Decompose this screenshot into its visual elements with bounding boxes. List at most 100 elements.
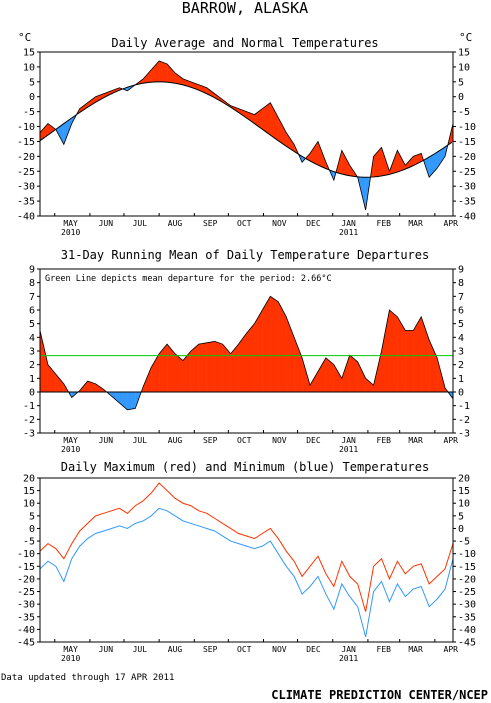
departure-area [206, 341, 215, 393]
month-label: JAN [341, 645, 356, 654]
y-tick-label-right: -25 [458, 167, 476, 178]
y-tick-label-right: -20 [458, 574, 476, 585]
month-label: MAY [63, 436, 78, 445]
month-label: AUG [168, 645, 183, 654]
departure-area [381, 309, 390, 393]
departure-area [55, 373, 64, 393]
y-tick-label-right: -35 [458, 612, 476, 623]
figure-title: BARROW, ALASKA [182, 0, 308, 17]
departure-area [341, 355, 350, 393]
departure-area [198, 342, 207, 393]
y-tick-label-right: -10 [458, 122, 476, 133]
year-label: 2010 [61, 228, 80, 237]
y-tick-label-right: 3 [458, 347, 464, 358]
y-tick-label-left: -20 [17, 574, 35, 585]
y-tick-label-left: -25 [17, 167, 35, 178]
month-label: JUN [99, 436, 114, 445]
departure-area [158, 60, 168, 83]
y-tick-label-right: -45 [458, 638, 476, 649]
y-tick-label-right: -35 [458, 197, 476, 208]
y-tick-label-left: 0 [29, 92, 35, 103]
y-tick-label-right: 1 [458, 374, 464, 385]
year-label: 2011 [339, 445, 358, 454]
departure-area [397, 150, 406, 173]
y-tick-label-right: -30 [458, 182, 476, 193]
y-tick-label-right: 0 [458, 388, 464, 399]
month-label: JUN [99, 219, 114, 228]
y-tick-label-left: -45 [17, 638, 35, 649]
unit-label-right: °C [459, 31, 472, 44]
y-tick-label-left: -25 [17, 587, 35, 598]
month-label: MAR [408, 219, 423, 228]
departure-area [47, 123, 56, 136]
month-label: MAY [63, 645, 78, 654]
panel-daily-average: 15 15 10 10 5 5 0 0 -5 -5 -10 -10 -15 -15 -20 -20 -25 -25… [17, 31, 476, 237]
year-label: 2011 [339, 228, 358, 237]
year-label: 2010 [61, 654, 80, 663]
y-tick-label-left: 5 [29, 77, 35, 88]
y-tick-label-left: -5 [23, 107, 35, 118]
month-label: AUG [168, 436, 183, 445]
month-label: MAY [63, 219, 78, 228]
y-tick-label-left: 10 [23, 62, 35, 73]
y-tick-label-right: -10 [458, 549, 476, 560]
departure-area [429, 340, 438, 393]
year-label: 2011 [339, 654, 358, 663]
y-tick-label-left: 0 [29, 524, 35, 535]
month-label: MAR [408, 645, 423, 654]
y-tick-label-right: 15 [458, 486, 470, 497]
year-label: 2010 [61, 445, 80, 454]
departure-area [127, 391, 136, 410]
y-tick-label-right: -25 [458, 587, 476, 598]
departure-area [214, 341, 223, 393]
y-tick-label-left: 2 [29, 360, 35, 371]
departure-area [305, 153, 311, 161]
y-tick-label-left: -5 [23, 537, 35, 548]
departure-area [317, 357, 327, 393]
y-tick-label-right: -30 [458, 600, 476, 611]
y-tick-label-right: -1 [458, 401, 470, 412]
departure-area [151, 60, 160, 83]
y-tick-label-left: 8 [29, 278, 35, 289]
month-label: OCT [237, 436, 252, 445]
y-tick-label-left: -15 [17, 137, 35, 148]
y-tick-label-left: -40 [17, 212, 35, 223]
month-label: JUL [133, 219, 148, 228]
month-label: APR [444, 436, 459, 445]
y-tick-label-left: 15 [23, 486, 35, 497]
y-tick-label-left: -10 [17, 549, 35, 560]
y-tick-label-right: 20 [458, 474, 470, 485]
month-label: FEB [377, 436, 392, 445]
daily-average-line [39, 60, 454, 211]
y-tick-label-left: -20 [17, 152, 35, 163]
panel-title: 31-Day Running Mean of Daily Temperature… [61, 248, 429, 262]
y-tick-label-left: -35 [17, 612, 35, 623]
y-tick-label-right: 9 [458, 265, 464, 276]
y-tick-label-left: 9 [29, 265, 35, 276]
month-label: SEP [203, 219, 218, 228]
month-label: JUN [99, 645, 114, 654]
y-tick-label-right: 5 [458, 319, 464, 330]
y-tick-label-right: -15 [458, 562, 476, 573]
y-tick-label-right: -40 [458, 625, 476, 636]
month-label: JAN [341, 219, 356, 228]
y-tick-label-left: 1 [29, 374, 35, 385]
month-label: JAN [341, 436, 356, 445]
plot-frame [39, 477, 454, 643]
y-tick-label-left: 0 [29, 388, 35, 399]
departure-area [365, 378, 374, 393]
month-label: SEP [203, 436, 218, 445]
y-tick-label-left: 10 [23, 499, 35, 510]
y-tick-label-left: -10 [17, 122, 35, 133]
departure-area [143, 69, 152, 84]
month-label: JUL [133, 436, 148, 445]
y-tick-label-right: -5 [458, 107, 470, 118]
month-label: APR [444, 219, 459, 228]
y-tick-label-right: -20 [458, 152, 476, 163]
y-tick-label-left: 3 [29, 347, 35, 358]
departure-area [230, 343, 239, 393]
departure-area [166, 63, 176, 84]
series-line-minimum [39, 507, 454, 638]
plot-frame [39, 51, 454, 217]
